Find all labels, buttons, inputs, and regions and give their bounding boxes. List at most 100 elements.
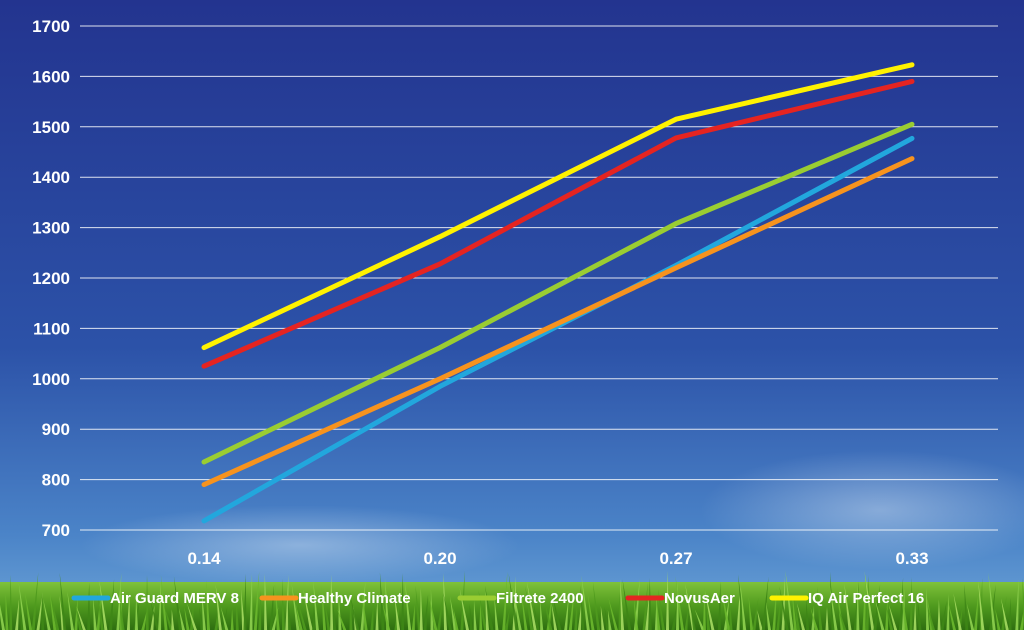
grass-blade <box>885 598 889 630</box>
grass-blade <box>361 588 368 630</box>
grass-blade <box>946 593 950 630</box>
grass-blade <box>864 570 875 630</box>
series-line-novusaer <box>201 78 915 369</box>
grass-blade <box>59 595 65 630</box>
grass-blade <box>145 575 149 630</box>
grass-blade <box>684 609 688 630</box>
grass-blade <box>525 586 534 630</box>
grass-blade <box>478 590 488 630</box>
grass-blade <box>264 573 268 630</box>
grass-blade <box>675 576 685 630</box>
grass-blade <box>810 607 819 630</box>
series-line-iq-air-perfect-16 <box>201 62 915 351</box>
y-tick-label: 1400 <box>32 168 70 187</box>
grass-blade <box>258 590 262 630</box>
grass-blade <box>313 580 319 630</box>
grass-blade <box>633 597 639 630</box>
grass-blade <box>253 571 260 630</box>
grass-blade <box>694 609 705 630</box>
grass-blade <box>995 609 1001 630</box>
y-tick-label: 1700 <box>32 17 70 36</box>
grass-blade <box>163 603 173 630</box>
grass-blade <box>87 582 91 630</box>
grass-blade <box>772 587 777 630</box>
grass-blade <box>900 580 908 630</box>
grass-blade <box>806 599 810 630</box>
grass-blade <box>415 585 421 630</box>
grass-blade <box>349 594 360 630</box>
grass-blade <box>1001 596 1007 630</box>
series-lines <box>201 62 915 524</box>
grass-blade <box>93 597 97 630</box>
legend-label: Healthy Climate <box>298 590 411 607</box>
grass-blade <box>285 574 289 630</box>
grass-blade <box>757 609 763 630</box>
grass-blade <box>748 596 754 630</box>
grass-blade <box>41 593 45 630</box>
x-axis-ticks: 0.14 0.20 0.27 0.33 <box>187 549 928 568</box>
grass-blade <box>243 574 247 630</box>
grass-blade <box>690 602 697 630</box>
grass-blade <box>964 584 969 630</box>
grass-blade <box>865 575 869 630</box>
grass-blade <box>0 604 5 630</box>
grass-blade <box>797 603 805 630</box>
series-line-filtrete-2400 <box>201 121 915 465</box>
grass-decoration <box>0 570 1024 630</box>
grass-blade <box>927 605 935 630</box>
grass-blade <box>948 601 956 630</box>
grass-blade <box>221 606 228 630</box>
series-line-healthy-climate <box>201 156 915 488</box>
grass-blade <box>295 603 303 630</box>
grass-blade <box>779 586 789 630</box>
grass-blade <box>460 570 465 630</box>
grass-blade <box>96 592 102 630</box>
x-tick-label: 0.27 <box>659 549 692 568</box>
grass-blade <box>99 580 108 630</box>
grass-blade <box>321 586 327 630</box>
grass-blade <box>574 595 578 630</box>
grass-blade <box>291 583 300 630</box>
grass-blade <box>116 572 122 630</box>
grass-blade <box>1001 598 1009 630</box>
grass-blade <box>97 592 104 630</box>
grass-blade <box>620 578 625 630</box>
grass-blade <box>235 594 239 630</box>
y-tick-label: 1500 <box>32 118 70 137</box>
legend-label: Air Guard MERV 8 <box>110 590 239 607</box>
grass-blade <box>76 606 86 630</box>
grass-blade <box>450 596 457 630</box>
grass-blade <box>149 599 160 630</box>
grass-blade <box>676 581 679 630</box>
grass-blade <box>512 585 522 630</box>
grass-blade <box>978 580 985 630</box>
grass-blade <box>473 600 477 630</box>
grass-blade <box>720 581 731 630</box>
grass-blade <box>666 570 669 630</box>
grass-blade <box>459 588 469 630</box>
grass-blade <box>126 594 130 630</box>
grass-blade <box>241 588 246 630</box>
grass-blade <box>18 583 27 630</box>
grass-blade <box>24 590 33 630</box>
grass-blade <box>988 572 996 630</box>
grass-blade <box>926 587 930 630</box>
grass-blade <box>504 609 510 630</box>
grass-blade <box>423 594 429 630</box>
grass-blade <box>282 578 285 630</box>
grass-blade <box>379 572 385 630</box>
grass-blade <box>873 584 881 630</box>
grass-blade <box>642 582 648 630</box>
grass-blade <box>974 593 979 630</box>
grass-blade <box>587 593 595 630</box>
y-tick-label: 1100 <box>33 319 70 338</box>
grass-blade <box>171 609 175 630</box>
grass-blade <box>888 604 898 630</box>
grass-blade <box>394 586 401 630</box>
grass-blade <box>685 583 695 630</box>
grass-blade <box>706 599 710 630</box>
grass-blade <box>729 597 733 630</box>
grass-blade <box>875 599 885 630</box>
y-tick-label: 900 <box>42 420 70 439</box>
